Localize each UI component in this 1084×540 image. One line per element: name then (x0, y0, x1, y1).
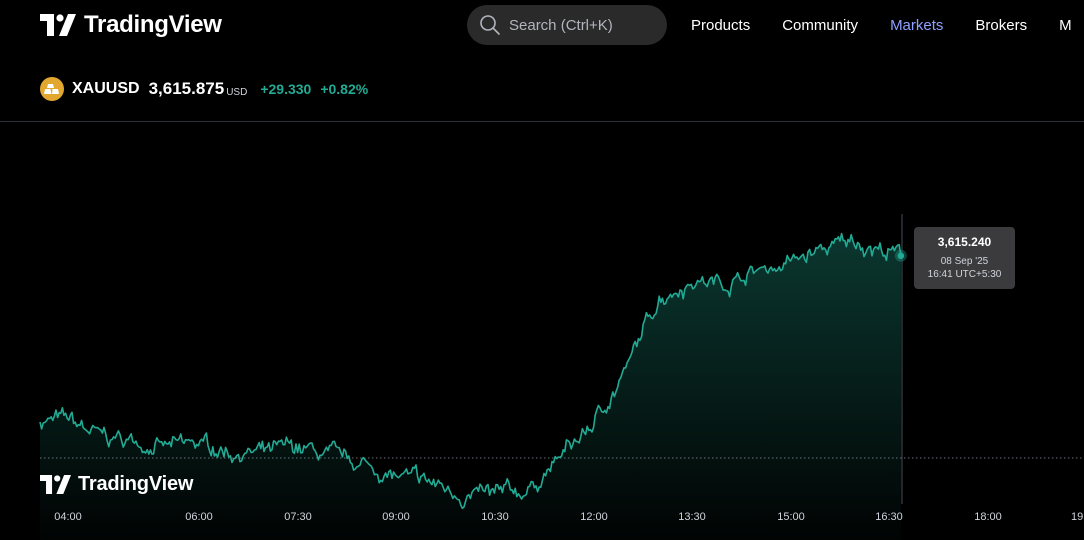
symbol-currency: USD (226, 87, 248, 98)
x-tick-label: 12:00 (580, 511, 608, 523)
x-tick-label: 10:30 (481, 511, 509, 523)
top-header: TradingView Search (Ctrl+K) Products Com… (0, 0, 1084, 50)
nav-more-truncated[interactable]: M (1059, 16, 1072, 34)
x-tick-label: 19 (1071, 511, 1084, 523)
x-tick-label: 13:30 (678, 511, 706, 523)
symbol-price: 3,615.875 (148, 79, 225, 98)
price-area-fill (40, 233, 901, 540)
x-tick-label: 16:30 (875, 511, 903, 523)
x-tick-label: 07:30 (284, 511, 312, 523)
price-chart-svg (39, 214, 1084, 540)
cursor-dot (897, 252, 905, 259)
x-tick-label: 04:00 (54, 511, 82, 523)
symbol-ticker: XAUUSD (72, 80, 140, 97)
nav-community[interactable]: Community (782, 16, 859, 34)
price-line (39, 232, 902, 510)
main-nav: Products Community Markets Brokers M (691, 0, 1084, 50)
brand-name: TradingView (84, 11, 222, 38)
tooltip-time: 16:41 UTC+5:30 (927, 269, 1002, 280)
tradingview-logo[interactable]: TradingView (40, 9, 222, 41)
tradingview-logo-icon (40, 14, 76, 36)
tooltip-price: 3,615.240 (937, 235, 992, 249)
symbol-header: XAUUSD 3,615.875 USD +29.330 +0.82% (40, 76, 377, 102)
x-tick-label: 18:00 (974, 511, 1002, 523)
search-input[interactable]: Search (Ctrl+K) (467, 5, 667, 45)
search-placeholder: Search (Ctrl+K) (509, 16, 613, 34)
watermark-logo-icon (40, 475, 71, 494)
x-tick-label: 06:00 (185, 511, 213, 523)
watermark-text: TradingView (78, 473, 194, 495)
x-tick-label: 09:00 (382, 511, 410, 523)
tradingview-watermark: TradingView (40, 473, 193, 496)
gold-symbol-icon (40, 77, 64, 101)
header-divider (0, 121, 1084, 122)
nav-brokers[interactable]: Brokers (975, 16, 1028, 34)
tooltip-date: 08 Sep '25 (940, 256, 989, 267)
search-icon (480, 15, 500, 35)
price-change: +29.330 (260, 81, 312, 97)
price-change-percent: +0.82% (320, 81, 369, 97)
x-tick-label: 15:00 (777, 511, 805, 523)
nav-products[interactable]: Products (691, 16, 751, 34)
price-tooltip: 3,615.240 08 Sep '25 16:41 UTC+5:30 (914, 227, 1015, 289)
price-chart[interactable] (0, 122, 1084, 540)
nav-markets[interactable]: Markets (890, 16, 944, 34)
